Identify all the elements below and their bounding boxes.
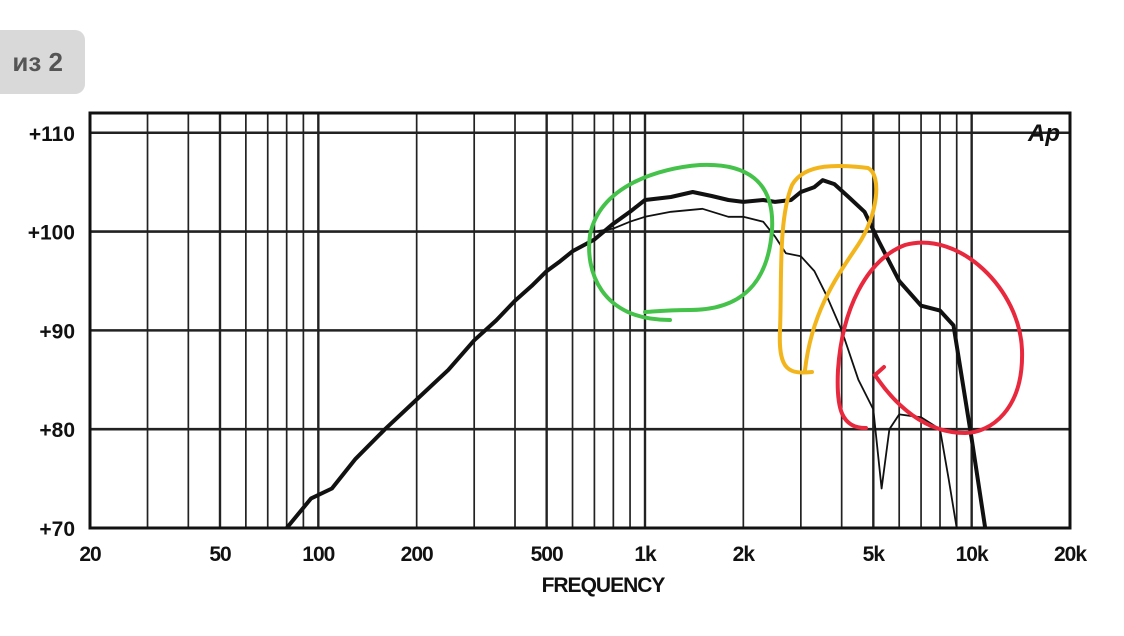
yellow-annotation-loop [777, 164, 879, 375]
x-axis-title: FREQUENCY [542, 574, 666, 597]
response-curve-thin [594, 207, 958, 528]
x-tick-label: 200 [401, 543, 433, 566]
x-tick-label: 1k [634, 543, 657, 566]
y-tick-label: +100 [28, 222, 75, 245]
ap-logo: Ap [1027, 120, 1060, 147]
x-tick-label: 10k [956, 543, 989, 566]
x-tick-label: 50 [209, 543, 231, 566]
plot-frame [88, 111, 1072, 530]
response-curve-thick [285, 178, 988, 528]
page-indicator[interactable]: из 2 [0, 30, 85, 94]
y-tick-label: +90 [39, 320, 75, 343]
y-tick-label: +80 [39, 419, 75, 442]
x-tick-label: 5k [863, 543, 886, 566]
x-tick-label: 20 [79, 543, 101, 566]
axis-ticks: 20 50 100 200 500 1k 2k 5k 10k 20k +70 +80 +90 +100 +1… [28, 123, 1089, 566]
chart-grid [90, 113, 1070, 528]
x-tick-label: 20k [1054, 543, 1087, 566]
y-tick-label: +110 [29, 123, 75, 146]
green-annotation-loop [587, 162, 775, 322]
chart-series [285, 178, 988, 528]
x-tick-label: 100 [302, 543, 334, 566]
x-tick-label: 500 [531, 543, 563, 566]
x-tick-label: 2k [733, 543, 756, 566]
y-tick-label: +70 [39, 518, 75, 541]
annotation-layer [587, 162, 1025, 436]
red-annotation-loop [835, 240, 1025, 436]
